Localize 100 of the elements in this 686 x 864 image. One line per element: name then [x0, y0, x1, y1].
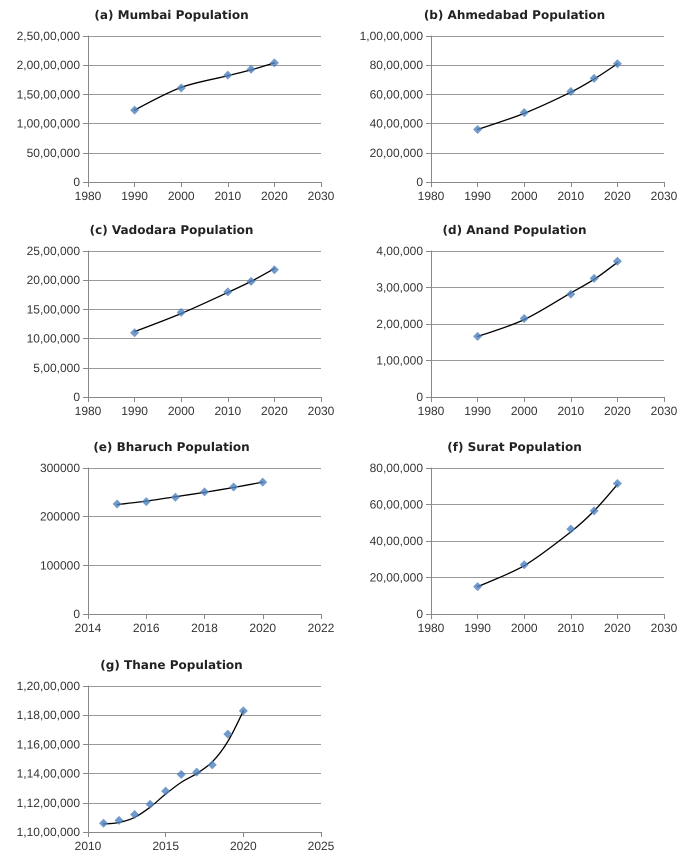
point: [208, 760, 217, 770]
point: [520, 108, 529, 118]
y-tick-label: 0: [73, 390, 80, 404]
chart-title: (a) Mumbai Population: [94, 8, 249, 22]
point: [520, 314, 529, 324]
point: [590, 506, 599, 516]
y-tick-label: 0: [416, 390, 424, 404]
point: [142, 497, 151, 506]
x-tick-label: 2010: [557, 621, 584, 635]
x-tick-label: 2015: [152, 839, 180, 853]
x-tick-label: 1980: [418, 621, 445, 635]
x-tick-label: 1980: [418, 189, 445, 203]
x-tick-label: 2030: [308, 404, 335, 418]
y-tick-label: 20,00,000: [26, 273, 80, 288]
x-tick-label: 2022: [308, 621, 335, 635]
y-tick-label: 40,00,000: [370, 534, 424, 548]
point: [258, 478, 268, 487]
point: [590, 274, 599, 283]
y-tick-label: 20,00,000: [370, 570, 424, 584]
x-tick-label: 2018: [191, 621, 218, 635]
y-tick-label: 2,00,00,000: [16, 58, 80, 72]
y-tick-label: 200000: [40, 510, 80, 524]
x-tick-label: 1990: [464, 404, 492, 418]
point: [161, 786, 170, 796]
point: [130, 810, 140, 819]
x-tick-label: 2025: [308, 839, 335, 853]
point: [612, 479, 622, 488]
y-tick-label: 0: [73, 607, 80, 621]
y-tick-label: 3,00,000: [376, 280, 424, 294]
point: [114, 816, 124, 825]
point: [223, 730, 232, 739]
x-tick-label: 2000: [510, 404, 538, 418]
point: [146, 800, 155, 809]
y-tick-label: 1,00,000: [376, 354, 424, 368]
y-tick-label: 60,00,000: [370, 498, 424, 512]
point: [246, 276, 256, 286]
x-tick-label: 1980: [74, 189, 102, 203]
y-tick-label: 4,00,000: [376, 244, 424, 258]
y-tick-label: 20,00,000: [370, 146, 424, 160]
y-tick-label: 0: [73, 175, 80, 189]
point: [473, 332, 482, 341]
point: [520, 560, 529, 570]
point: [473, 124, 482, 134]
point: [566, 86, 576, 96]
x-tick-label: 2030: [308, 189, 335, 203]
y-tick-label: 15,00,000: [26, 302, 80, 316]
chart-title: (c) Vadodara Population: [90, 223, 254, 237]
point: [612, 59, 622, 68]
point: [170, 492, 180, 502]
x-tick-label: 2020: [249, 621, 276, 635]
chart-title: (b) Ahmedabad Population: [424, 8, 606, 22]
x-tick-label: 2020: [604, 404, 632, 418]
x-tick-label: 2010: [214, 189, 242, 203]
y-tick-label: 1,16,00,000: [16, 737, 80, 752]
point: [566, 524, 576, 534]
y-tick-label: 60,00,000: [370, 87, 424, 102]
point: [176, 83, 186, 92]
y-tick-label: 40,00,000: [370, 116, 424, 131]
point: [238, 706, 248, 716]
x-tick-label: 2020: [261, 404, 288, 418]
y-tick-label: 1,10,00,000: [16, 825, 80, 839]
x-tick-label: 1990: [121, 189, 148, 203]
x-tick-label: 2014: [74, 621, 102, 635]
x-tick-label: 2020: [604, 189, 632, 203]
x-tick-label: 2016: [132, 621, 160, 635]
x-tick-label: 2030: [650, 404, 678, 418]
y-tick-label: 50,00,000: [26, 146, 80, 160]
x-tick-label: 2000: [510, 621, 538, 635]
y-tick-label: 1,50,00,000: [16, 87, 80, 102]
y-tick-label: 1,00,00,000: [360, 29, 424, 43]
x-tick-label: 1990: [121, 404, 148, 418]
point: [270, 265, 279, 274]
point: [590, 74, 599, 83]
y-tick-label: 10,00,000: [26, 332, 80, 346]
x-tick-label: 2010: [557, 189, 584, 203]
y-tick-label: 80,00,000: [370, 461, 424, 475]
y-tick-label: 1,18,00,000: [16, 708, 80, 722]
x-tick-label: 1990: [464, 189, 492, 203]
y-tick-label: 2,50,00,000: [16, 29, 80, 43]
point: [130, 106, 140, 115]
point: [99, 818, 108, 828]
x-tick-label: 2000: [510, 189, 538, 203]
x-tick-label: 1980: [418, 404, 445, 418]
x-tick-label: 2030: [650, 189, 678, 203]
point: [192, 768, 202, 777]
y-tick-label: 2,00,000: [376, 317, 424, 331]
x-tick-label: 2030: [650, 621, 678, 635]
point: [229, 482, 238, 492]
y-tick-label: 80,00,000: [370, 58, 424, 72]
y-tick-label: 1,12,00,000: [16, 796, 80, 810]
chart-title: (f) Surat Population: [447, 440, 582, 454]
point: [612, 256, 622, 266]
chart-title: (g) Thane Population: [100, 658, 243, 672]
x-tick-label: 2020: [604, 621, 632, 635]
x-tick-label: 2010: [557, 404, 584, 418]
y-tick-label: 100000: [40, 558, 80, 572]
point: [200, 487, 209, 496]
point: [270, 58, 279, 68]
x-tick-label: 2000: [168, 404, 195, 418]
y-tick-label: 25,00,000: [26, 244, 80, 258]
